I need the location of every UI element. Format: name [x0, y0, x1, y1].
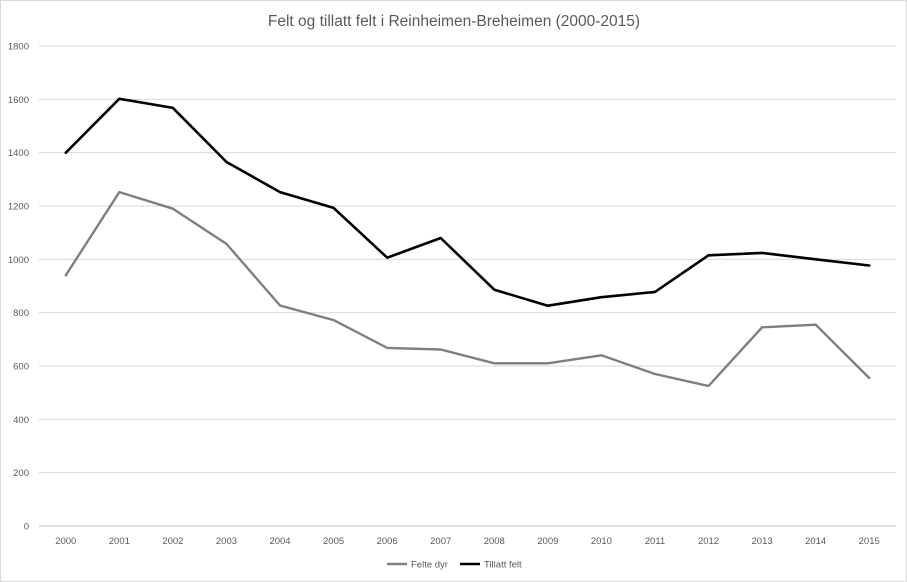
x-tick-label: 2004 — [269, 536, 290, 547]
y-tick-label: 600 — [13, 362, 29, 373]
x-tick-label: 2008 — [484, 536, 505, 547]
x-tick-label: 2002 — [162, 536, 183, 547]
y-tick-label: 1200 — [8, 202, 29, 213]
y-tick-label: 1600 — [8, 95, 29, 106]
y-axis-ticks: 0 200 400 600 800 1000 1200 1400 1600 1800 — [8, 42, 29, 533]
x-axis-ticks: 2000 2001 2002 2003 2004 2005 2006 2007 2008 2009… — [55, 536, 880, 547]
legend: Felte dyr Tillatt felt — [387, 560, 522, 571]
gridlines — [39, 45, 896, 527]
x-tick-label: 2014 — [805, 536, 826, 547]
y-tick-label: 1800 — [8, 42, 29, 53]
series-line-felte-dyr — [64, 190, 871, 388]
x-tick-label: 2013 — [752, 536, 773, 547]
series-line-tillatt-felt — [64, 97, 871, 308]
x-tick-label: 2003 — [216, 536, 237, 547]
x-tick-label: 2001 — [109, 536, 130, 547]
y-tick-label: 1000 — [8, 255, 29, 266]
legend-label: Tillatt felt — [484, 560, 522, 571]
x-tick-label: 2012 — [698, 536, 719, 547]
y-tick-label: 200 — [13, 468, 29, 479]
y-tick-label: 0 — [24, 522, 29, 533]
legend-label: Felte dyr — [411, 560, 448, 571]
x-tick-label: 2015 — [859, 536, 880, 547]
x-tick-label: 2000 — [55, 536, 76, 547]
x-tick-label: 2006 — [377, 536, 398, 547]
legend-entry: Felte dyr — [387, 560, 448, 571]
y-tick-label: 800 — [13, 308, 29, 319]
x-tick-label: 2011 — [645, 536, 665, 547]
y-tick-label: 400 — [13, 415, 29, 426]
x-tick-label: 2005 — [323, 536, 344, 547]
chart-title: Felt og tillatt felt i Reinheimen-Brehei… — [268, 13, 640, 30]
x-tick-label: 2007 — [430, 536, 451, 547]
x-tick-label: 2009 — [537, 536, 558, 547]
series-lines — [64, 97, 871, 388]
x-tick-label: 2010 — [591, 536, 612, 547]
y-tick-label: 1400 — [8, 148, 29, 159]
legend-entry: Tillatt felt — [460, 560, 522, 571]
